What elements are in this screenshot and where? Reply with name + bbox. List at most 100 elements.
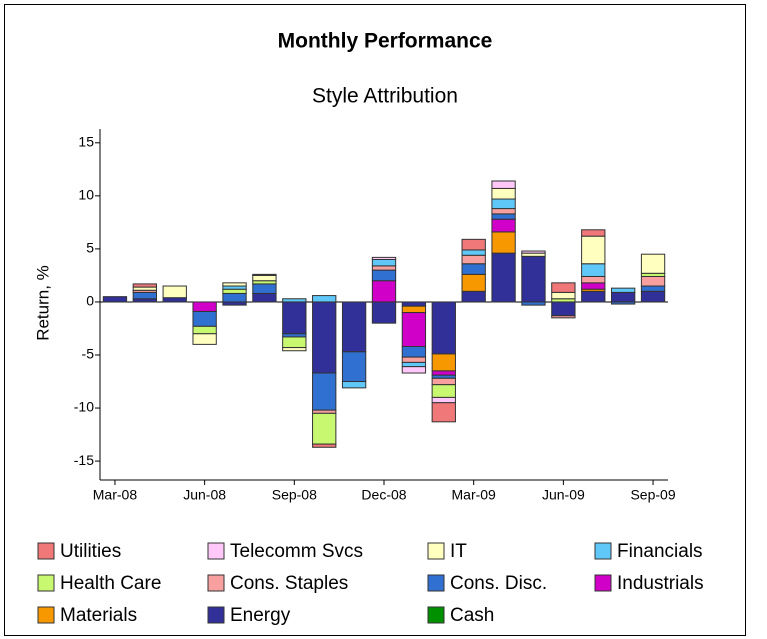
bar-segment: [401, 312, 427, 347]
bar-segment: [102, 296, 128, 303]
bar-segment: [192, 325, 217, 335]
bar-segment: [252, 274, 277, 282]
chart-subtitle: Style Attribution: [312, 85, 458, 108]
bar-segment: [431, 301, 456, 355]
bar-segment: [431, 402, 456, 423]
bar-segment: [491, 213, 516, 220]
bar-segment: [461, 290, 486, 303]
bar-segment: [312, 412, 337, 445]
bar-segment: [222, 288, 247, 294]
bar-segment: [521, 250, 546, 254]
bar-segment: [222, 282, 247, 287]
bar-segment: [132, 291, 158, 300]
bar-segment: [222, 292, 247, 303]
bar-segment: [341, 381, 367, 389]
bar-segment: [371, 301, 397, 324]
legend-label: Utilities: [60, 541, 121, 562]
bar-segment: [312, 372, 337, 411]
y-axis-label: Return, %: [33, 265, 52, 341]
legend-label: Cash: [450, 605, 494, 626]
legend-label: Financials: [617, 541, 703, 562]
legend-swatch: [427, 606, 445, 624]
bar-segment: [431, 353, 456, 372]
bar-segment: [461, 263, 486, 275]
bar-segment: [192, 301, 217, 312]
legend-label: Health Care: [60, 573, 161, 594]
legend-swatch: [427, 542, 445, 560]
bar-segment: [491, 208, 516, 215]
bar-segment: [401, 346, 427, 358]
legend-swatch: [207, 542, 225, 560]
legend-swatch: [37, 542, 55, 560]
legend-swatch: [37, 574, 55, 592]
bar-segment: [312, 295, 337, 303]
x-tick-label: Sep-09: [630, 487, 675, 503]
bar-segment: [640, 253, 666, 274]
legend-swatch: [594, 574, 612, 592]
legend-swatch: [37, 606, 55, 624]
bar-segment: [252, 283, 277, 294]
bar-segment: [252, 292, 277, 303]
legend-label: Energy: [230, 605, 291, 626]
bar-segment: [401, 356, 427, 363]
bar-segment: [282, 298, 307, 303]
x-tick-label: Dec-08: [361, 487, 406, 503]
legend-label: Materials: [60, 605, 137, 626]
bar-segment: [431, 377, 456, 386]
bar-segment: [192, 310, 217, 327]
bar-segment: [640, 285, 666, 292]
legend-swatch: [594, 542, 612, 560]
bar-segment: [252, 273, 277, 276]
y-tick-label: -15: [74, 452, 94, 468]
bar-segment: [371, 259, 397, 267]
bar-segment: [341, 351, 367, 383]
bar-segment: [371, 269, 397, 282]
bar-segment: [581, 282, 606, 290]
y-tick-label: 10: [78, 187, 94, 203]
bar-segment: [401, 366, 427, 374]
legend-label: Cons. Disc.: [450, 573, 547, 594]
bar-segment: [491, 180, 516, 189]
bar-segment: [640, 290, 666, 303]
y-tick-label: 5: [86, 240, 94, 256]
bar-segment: [461, 249, 486, 256]
bar-segment: [581, 263, 606, 277]
bar-segment: [192, 333, 217, 345]
bar-segment: [282, 301, 307, 335]
bar-segment: [341, 301, 367, 353]
legend-label: Industrials: [617, 573, 704, 594]
bar-segment: [551, 301, 576, 317]
legend-swatch: [427, 574, 445, 592]
x-tick-label: Jun-08: [183, 487, 226, 503]
bar-segment: [461, 273, 486, 292]
x-tick-label: Mar-08: [93, 487, 138, 503]
x-tick-label: Jun-09: [542, 487, 585, 503]
bar-segment: [551, 291, 576, 300]
bar-segment: [551, 315, 576, 319]
bar-segment: [610, 291, 636, 303]
bar-segment: [431, 396, 456, 404]
bar-segment: [581, 229, 606, 237]
bar-segment: [162, 297, 187, 303]
bar-segment: [640, 275, 666, 287]
bar-segment: [401, 361, 427, 368]
bar-segment: [461, 238, 486, 251]
y-tick-label: 0: [86, 293, 94, 309]
chart-title: Monthly Performance: [278, 30, 493, 53]
bar-segment: [581, 275, 606, 284]
bar-segment: [312, 443, 337, 448]
y-tick-label: 15: [78, 133, 94, 149]
bar-segment: [371, 265, 397, 271]
bar-segment: [371, 256, 397, 261]
bar-segment: [371, 280, 397, 303]
legend-label: Cons. Staples: [230, 573, 348, 594]
bar-segment: [581, 235, 606, 265]
bar-segment: [491, 187, 516, 200]
bar-segment: [491, 198, 516, 210]
bar-segment: [401, 305, 427, 314]
bar-segment: [521, 301, 546, 306]
bar-segment: [610, 287, 636, 293]
bar-segment: [491, 218, 516, 233]
bar-segment: [401, 301, 427, 307]
